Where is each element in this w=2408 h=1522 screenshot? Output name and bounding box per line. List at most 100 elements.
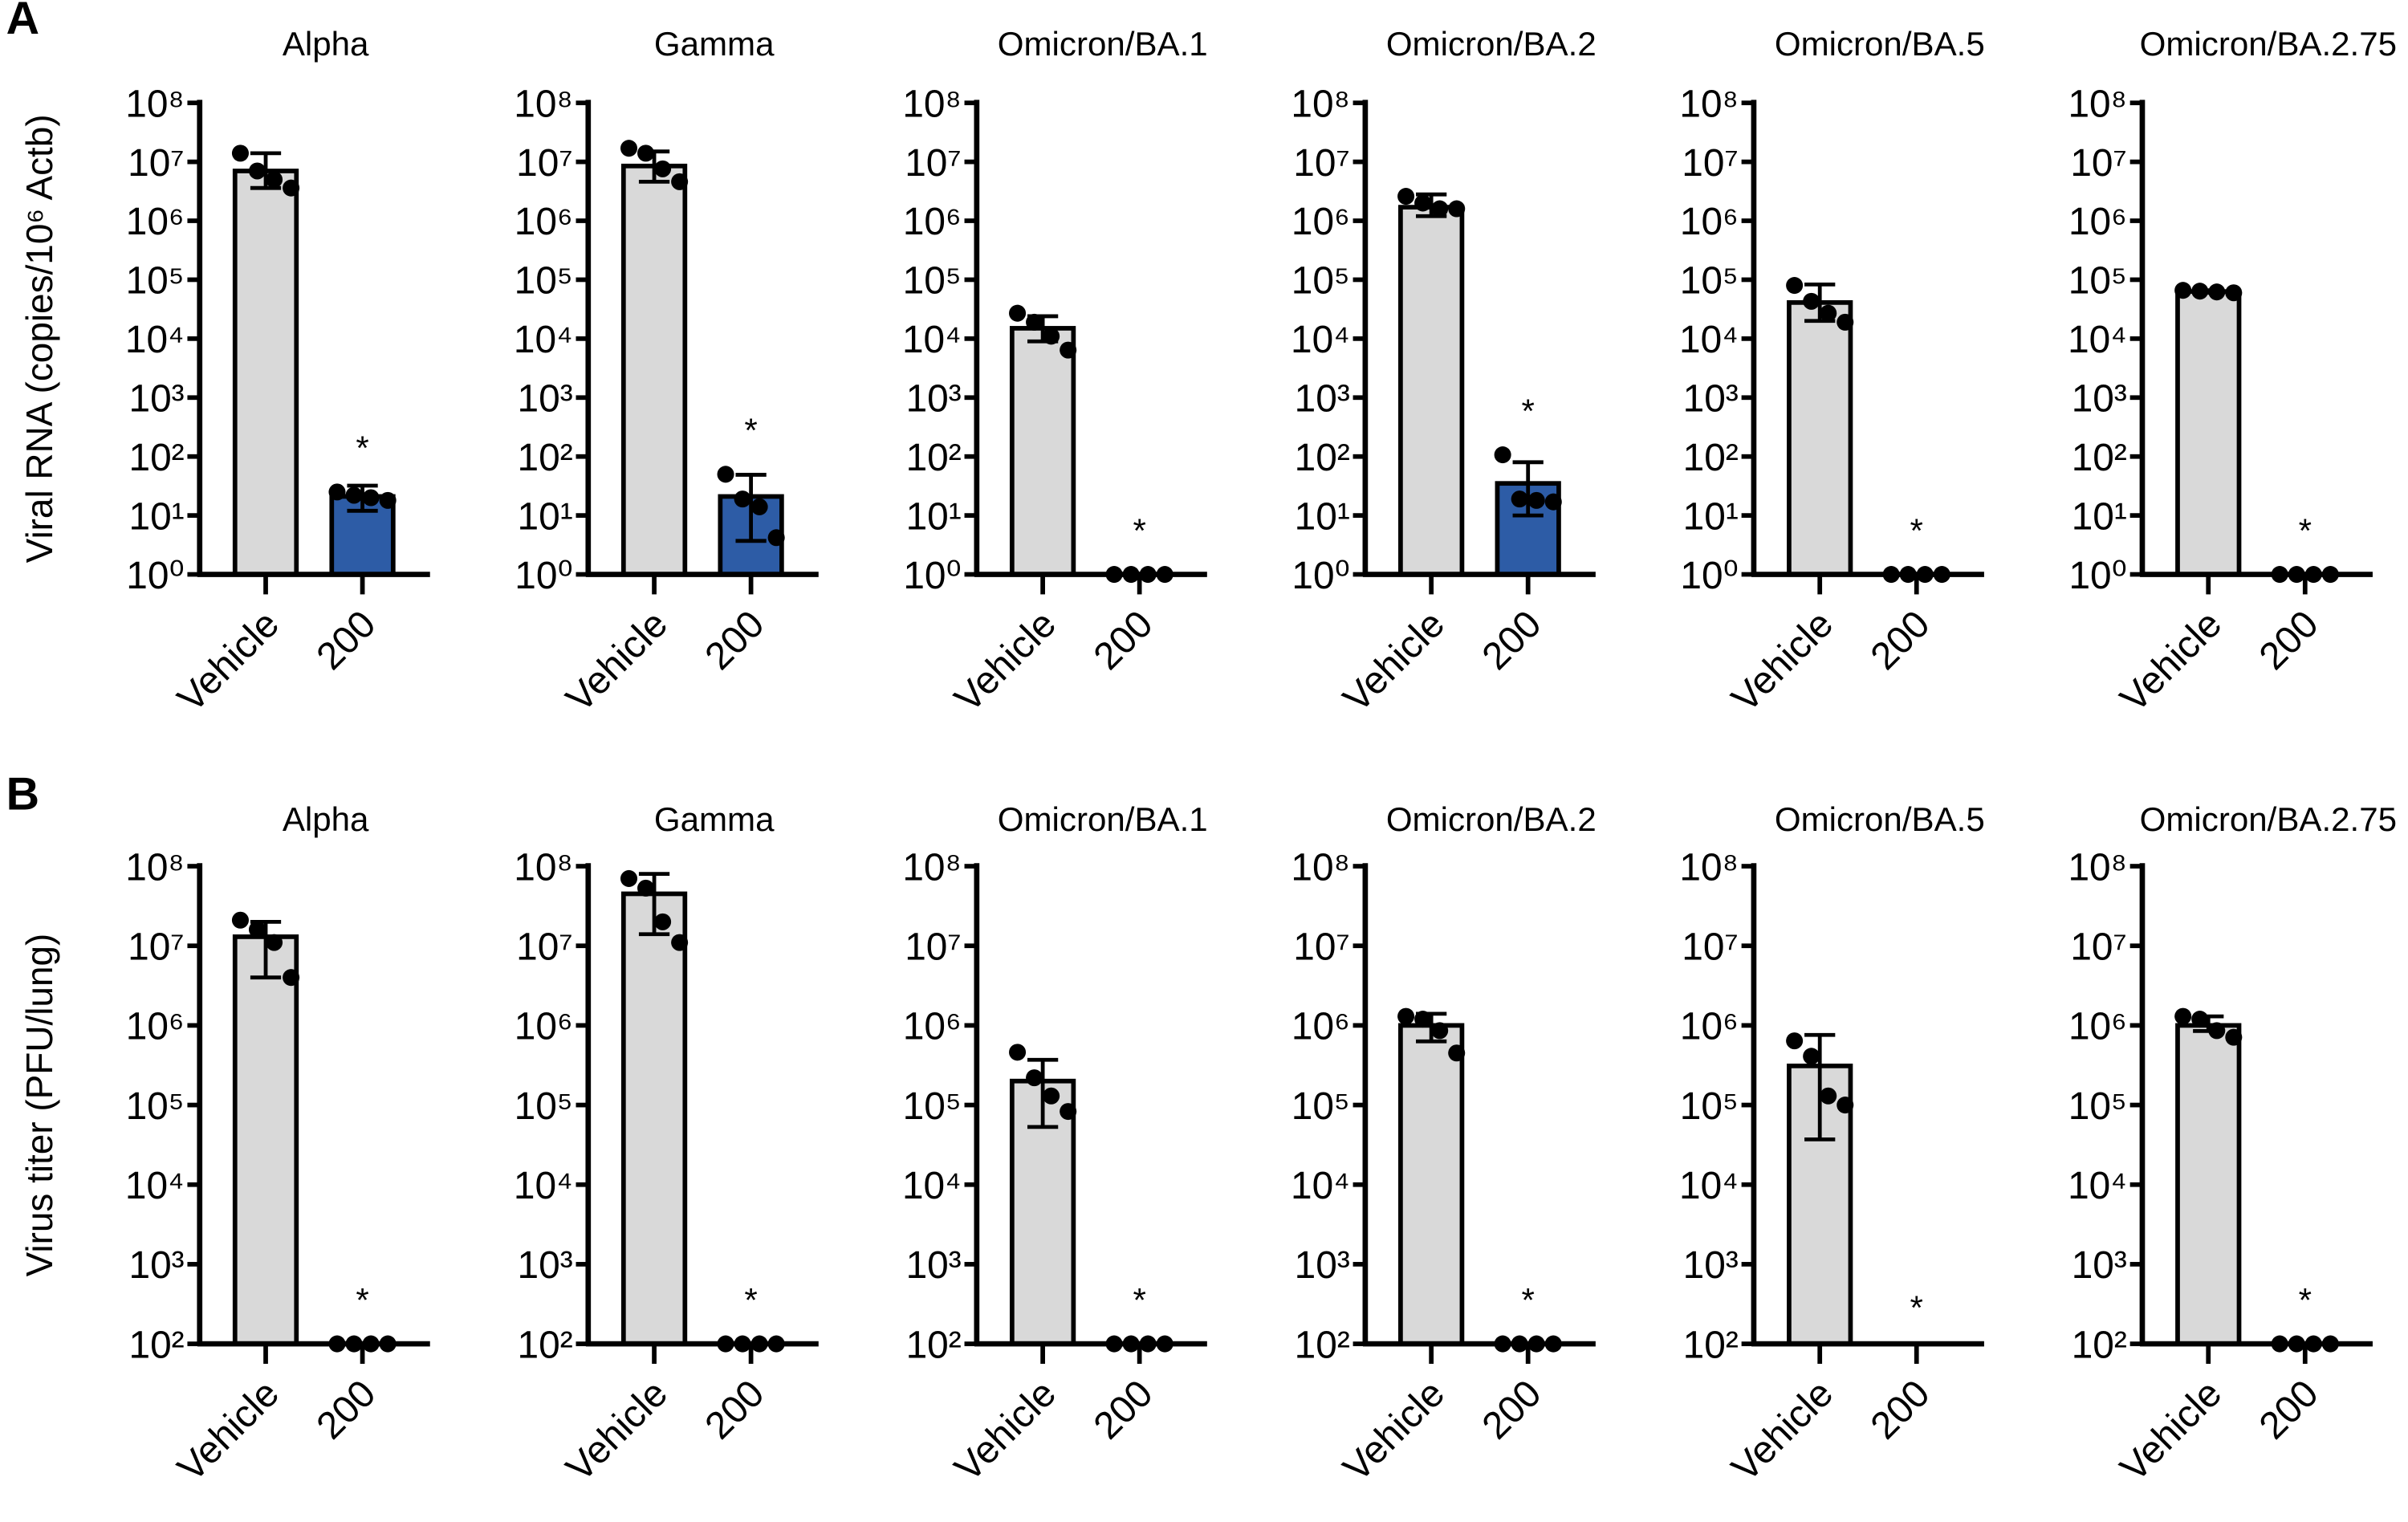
data-point (1431, 200, 1449, 218)
x-tick-label: 200 (698, 1372, 773, 1447)
y-tick-label: 10⁶ (1680, 201, 1739, 243)
significance-marker: * (744, 412, 757, 450)
subplot-title: Omicron/BA.2.75 (2140, 800, 2397, 838)
y-tick-label: 10⁴ (125, 1165, 185, 1207)
y-tick-label: 10⁶ (2068, 201, 2127, 243)
y-tick-label: 10⁵ (903, 260, 962, 303)
y-tick-label: 10⁷ (905, 142, 962, 185)
x-tick-label: Vehicle (2113, 603, 2231, 721)
data-point (1820, 304, 1837, 322)
y-tick-label: 10⁷ (2070, 926, 2127, 968)
data-point (637, 144, 655, 162)
y-tick-label: 10¹ (2072, 495, 2127, 538)
subplot: A Viral RNA (copies/10⁶ Actb) Alpha 10⁰ 10¹ 1… (6, 0, 430, 720)
data-point (283, 969, 300, 987)
y-tick-label: 10⁴ (902, 1165, 962, 1207)
y-tick-label: 10⁴ (1679, 319, 1739, 361)
significance-marker: * (2299, 511, 2312, 549)
data-point (1431, 1022, 1449, 1040)
data-point (248, 162, 266, 180)
error-bar (638, 872, 670, 937)
y-tick-label: 10⁷ (905, 926, 962, 968)
y-tick-label: 10⁸ (2068, 83, 2126, 125)
error-bar (1512, 460, 1544, 518)
data-point (654, 913, 672, 930)
data-point (2225, 1028, 2243, 1046)
subplot: Omicron/BA.2 10⁰ 10¹ 10² 10³ 10⁴ 10⁵ 10⁶ 10⁷ 10⁸ V… (1291, 25, 1597, 721)
data-point (2174, 1007, 2192, 1025)
y-tick-label: 10⁵ (515, 1085, 573, 1128)
y-tick-label: 10⁸ (1679, 846, 1738, 889)
x-tick-label: 200 (1474, 1372, 1550, 1447)
y-tick-label: 10⁸ (902, 846, 961, 889)
y-axis-label: Virus titer (PFU/lung) (18, 934, 60, 1277)
subplot: Omicron/BA.5 10⁰ 10¹ 10² 10³ 10⁴ 10⁵ 10⁶ 10⁷ 10⁸ V… (1679, 25, 1985, 721)
y-tick-label: 10⁸ (902, 83, 961, 125)
y-tick-label: 10⁶ (1680, 1006, 1739, 1048)
y-axis-label: Viral RNA (copies/10⁶ Actb) (18, 114, 60, 563)
y-tick-label: 10⁴ (902, 319, 962, 361)
y-tick-label: 10⁸ (514, 846, 572, 889)
y-tick-label: 10⁶ (515, 201, 573, 243)
data-point (328, 483, 346, 501)
x-tick-label: Vehicle (1336, 603, 1454, 721)
data-point (266, 934, 283, 951)
subplot-title: Gamma (654, 25, 775, 63)
data-point (1803, 292, 1820, 310)
y-tick-label: 10⁷ (128, 926, 185, 968)
y-tick-label: 10³ (1295, 1244, 1350, 1287)
y-tick-label: 10² (2072, 437, 2127, 479)
data-point (2225, 284, 2243, 302)
y-tick-label: 10⁷ (516, 142, 573, 185)
y-tick-label: 10⁷ (2070, 142, 2127, 185)
data-point (1786, 277, 1804, 295)
y-tick-label: 10¹ (1683, 495, 1739, 538)
data-point (345, 486, 363, 504)
y-tick-label: 10³ (518, 378, 573, 421)
y-tick-label: 10² (1683, 437, 1739, 479)
subplot-title: Omicron/BA.1 (998, 25, 1208, 63)
y-tick-label: 10⁴ (125, 319, 185, 361)
y-tick-label: 10³ (906, 378, 962, 421)
data-point (283, 179, 300, 197)
y-tick-label: 10⁷ (1682, 142, 1739, 185)
subplot-title: Omicron/BA.2 (1386, 800, 1597, 838)
bar (1009, 326, 1076, 577)
x-tick-label: 200 (2251, 1372, 2327, 1447)
data-point (1786, 1032, 1804, 1050)
data-point (1043, 328, 1060, 345)
error-bar (1027, 1057, 1059, 1129)
data-point (1820, 1087, 1837, 1105)
y-tick-label: 10² (1295, 437, 1350, 479)
data-point (620, 140, 638, 157)
y-tick-label: 10² (906, 1324, 962, 1366)
bar (1398, 205, 1465, 577)
significance-marker: * (2299, 1281, 2312, 1319)
y-tick-label: 10² (128, 1324, 184, 1366)
x-tick-label: 200 (1863, 1372, 1938, 1447)
data-point (1494, 446, 1511, 464)
data-point (734, 490, 751, 508)
y-tick-label: 10² (1295, 1324, 1350, 1366)
y-tick-label: 10⁵ (1291, 1085, 1350, 1128)
x-tick-label: 200 (1863, 603, 1938, 678)
y-tick-label: 10⁵ (2068, 260, 2127, 303)
error-bar (347, 483, 378, 513)
subplot: B Virus titer (PFU/lung) Alpha 10² 10³ 10⁴ 10⁵… (6, 768, 430, 1490)
y-tick-label: 10² (906, 437, 962, 479)
bar (1787, 300, 1853, 577)
data-point (1043, 1087, 1060, 1105)
x-tick-label: Vehicle (2113, 1372, 2231, 1490)
data-point (1511, 490, 1528, 508)
y-tick-label: 10⁰ (515, 555, 572, 597)
y-tick-label: 10⁶ (1291, 1006, 1350, 1048)
significance-marker: * (1910, 511, 1923, 549)
significance-marker: * (1521, 1281, 1534, 1319)
data-point (2191, 1011, 2209, 1028)
x-tick-label: Vehicle (946, 1372, 1064, 1490)
data-point (1397, 1007, 1415, 1025)
subplot-title: Omicron/BA.5 (1775, 25, 1985, 63)
data-point (671, 173, 689, 190)
subplot-title: Omicron/BA.2 (1386, 25, 1597, 63)
